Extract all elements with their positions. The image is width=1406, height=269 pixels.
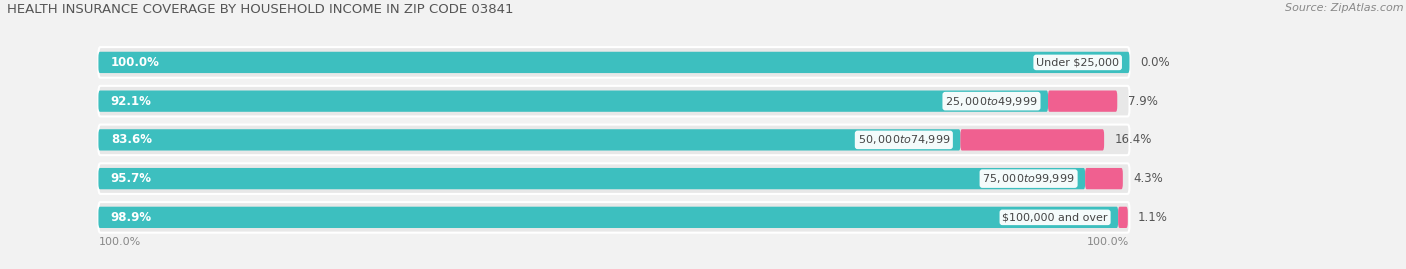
Text: 100.0%: 100.0% [98,237,141,247]
Text: 0.0%: 0.0% [1140,56,1170,69]
Text: 83.6%: 83.6% [111,133,152,146]
Text: 98.9%: 98.9% [111,211,152,224]
Text: 4.3%: 4.3% [1133,172,1163,185]
FancyBboxPatch shape [98,47,1129,78]
FancyBboxPatch shape [98,129,960,151]
FancyBboxPatch shape [98,125,1129,155]
FancyBboxPatch shape [98,86,1129,116]
Text: 16.4%: 16.4% [1115,133,1152,146]
FancyBboxPatch shape [98,90,1047,112]
FancyBboxPatch shape [1118,207,1128,228]
Text: 100.0%: 100.0% [111,56,160,69]
FancyBboxPatch shape [1085,168,1123,189]
Text: $100,000 and over: $100,000 and over [1002,212,1108,222]
FancyBboxPatch shape [98,168,1085,189]
Text: 100.0%: 100.0% [1087,237,1129,247]
Text: Source: ZipAtlas.com: Source: ZipAtlas.com [1285,3,1403,13]
FancyBboxPatch shape [960,129,1104,151]
FancyBboxPatch shape [1047,90,1118,112]
Text: HEALTH INSURANCE COVERAGE BY HOUSEHOLD INCOME IN ZIP CODE 03841: HEALTH INSURANCE COVERAGE BY HOUSEHOLD I… [7,3,513,16]
Text: 1.1%: 1.1% [1137,211,1168,224]
Text: $25,000 to $49,999: $25,000 to $49,999 [945,95,1038,108]
Text: 95.7%: 95.7% [111,172,152,185]
Text: $75,000 to $99,999: $75,000 to $99,999 [983,172,1074,185]
FancyBboxPatch shape [98,52,1129,73]
FancyBboxPatch shape [98,163,1129,194]
Text: $50,000 to $74,999: $50,000 to $74,999 [858,133,950,146]
Text: Under $25,000: Under $25,000 [1036,57,1119,68]
Text: 7.9%: 7.9% [1128,95,1157,108]
Text: 92.1%: 92.1% [111,95,152,108]
FancyBboxPatch shape [98,207,1118,228]
FancyBboxPatch shape [98,202,1129,233]
